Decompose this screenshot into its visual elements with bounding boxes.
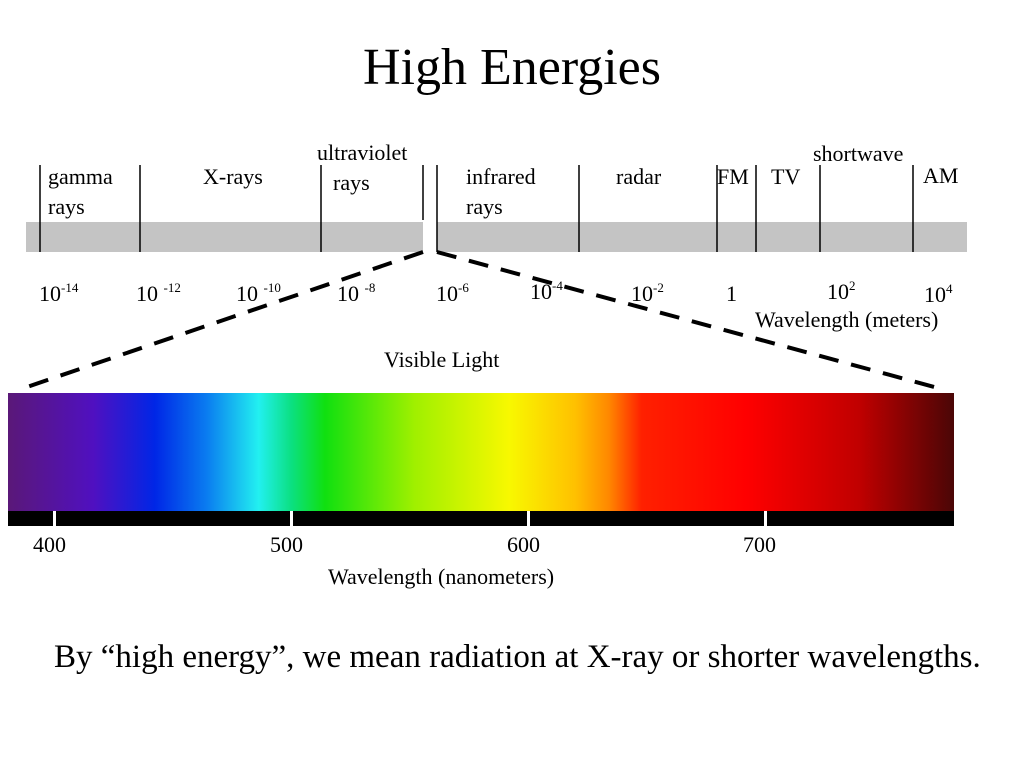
wavelength-nanometers-label: Wavelength (nanometers) [328,564,555,589]
tick-exponent: 4 [946,281,953,296]
wavelength-tick-1e2: 102 [827,279,856,305]
nm-tick-600: 600 [507,532,540,557]
tick-base: 1 [726,281,737,306]
wavelength-tick-1e-6: 10-6 [436,281,469,307]
band-label-fm: FM [717,162,749,192]
band-label-shortwave: shortwave [813,139,903,169]
band-label-line: infrared [466,164,536,189]
band-label-line: X-rays [203,164,263,189]
tick-exponent: 2 [849,278,856,293]
band-label-line: rays [333,170,370,195]
tick-base: 10 [924,282,946,307]
tick-exponent: -2 [653,280,664,295]
wavelength-tick-1e-12: 10 -12 [136,281,181,307]
band-label-line: ultraviolet [317,140,408,165]
band-label-gamma-rays: gamma rays [48,162,113,222]
tick-mark-600 [527,511,530,526]
tick-base: 10 [337,281,365,306]
zoom-line-right [436,250,939,390]
nm-tick-500: 500 [270,532,303,557]
wavelength-tick-1e-8: 10 -8 [337,281,375,307]
tick-mark-400 [53,511,56,526]
wavelength-tick-1e-2: 10-2 [631,281,664,307]
nm-tick-700: 700 [743,532,776,557]
band-label-am: AM [923,161,958,191]
band-label-line: FM [717,164,749,189]
wavelength-meters-label: Wavelength (meters) [755,307,939,332]
visible-light-title: Visible Light [384,347,500,372]
band-label-line: rays [48,194,85,219]
tick-base: 10 [236,281,264,306]
band-label-line: AM [923,163,959,188]
tick-exponent: -12 [163,280,181,295]
em-band-right [437,222,967,252]
tick-exponent: -4 [552,278,563,293]
visible-axis-bar [8,511,954,526]
band-label-line: shortwave [813,141,904,166]
band-label-radar: radar [616,162,661,192]
tick-exponent: -6 [458,280,469,295]
tick-base: 10 [39,281,61,306]
tick-mark-700 [764,511,767,526]
visible-tick-marks [53,511,767,526]
nm-tick-400: 400 [33,532,66,557]
slide-caption: By “high energy”, we mean radiation at X… [54,639,981,675]
wavelength-tick-1: 1 [726,281,737,307]
band-label-infrared: infrared rays [466,162,536,222]
tick-exponent: -10 [263,280,281,295]
wavelength-tick-1e4: 104 [924,282,953,308]
band-label-line: rays [466,194,503,219]
band-label-line: radar [616,164,662,189]
tick-mark-500 [290,511,293,526]
zoom-line-left [23,250,424,390]
tick-exponent: -14 [61,280,79,295]
wavelength-tick-1e-14: 10-14 [39,281,78,307]
tick-base: 10 [530,279,552,304]
band-label-tv: TV [771,162,800,192]
tick-base: 10 [631,281,653,306]
visible-spectrum-bar [8,393,954,511]
band-label-x-rays: X-rays [203,162,263,192]
band-label-line: gamma [48,164,113,189]
wavelength-tick-1e-10: 10 -10 [236,281,281,307]
band-dividers [39,165,914,252]
band-label-ultraviolet: ultraviolet rays [317,138,407,198]
em-band-left [26,222,423,252]
tick-exponent: -8 [364,280,376,295]
tick-base: 10 [136,281,164,306]
slide-title: High Energies [363,39,661,96]
wavelength-tick-1e-4: 10-4 [530,279,563,305]
tick-base: 10 [436,281,458,306]
band-label-line: TV [771,164,801,189]
tick-base: 10 [827,279,849,304]
